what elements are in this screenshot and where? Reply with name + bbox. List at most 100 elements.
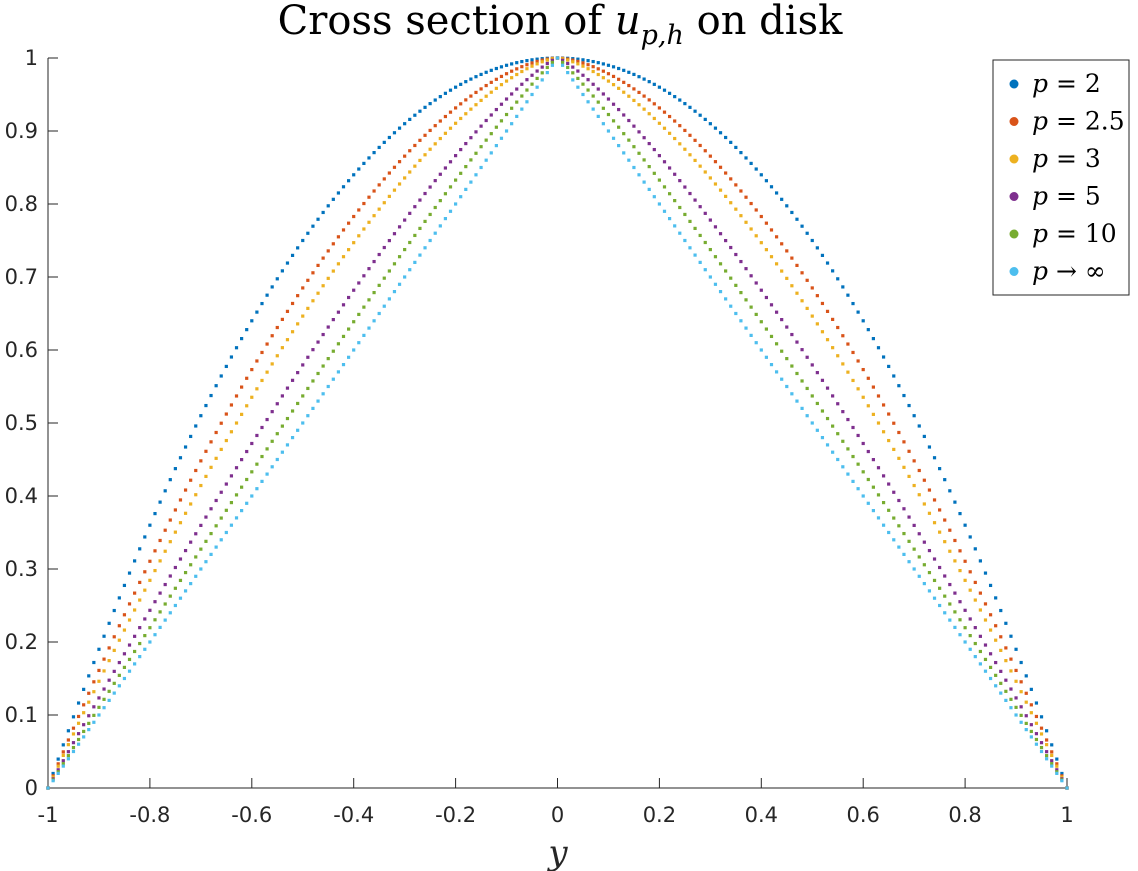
data-point (367, 195, 371, 199)
x-tick-label: 1 (1060, 803, 1073, 827)
data-point (275, 432, 279, 436)
data-point (102, 669, 106, 673)
data-point (494, 125, 498, 129)
data-point (1014, 647, 1018, 651)
data-point (902, 440, 906, 444)
data-point (296, 401, 300, 406)
data-point (841, 285, 845, 289)
data-point (352, 241, 356, 245)
data-point (102, 697, 106, 701)
data-point (387, 297, 391, 301)
data-point (754, 312, 758, 317)
data-point (622, 132, 626, 136)
data-point (1039, 741, 1044, 745)
data-point (336, 342, 341, 346)
data-point (382, 177, 386, 181)
data-point (413, 260, 417, 264)
data-point (189, 582, 193, 586)
data-point (780, 269, 784, 273)
data-point (403, 154, 407, 158)
data-point (642, 180, 646, 184)
data-point (127, 602, 132, 606)
data-point (397, 225, 402, 229)
data-point (948, 489, 952, 493)
data-point (82, 703, 86, 707)
data-point (143, 634, 147, 638)
data-point (306, 355, 310, 359)
data-point (112, 648, 116, 652)
data-point (810, 286, 814, 290)
data-point (229, 355, 234, 359)
data-point (316, 217, 320, 221)
legend-item[interactable]: p = 2 (1009, 69, 1101, 98)
data-point (377, 183, 381, 187)
legend-item[interactable]: p = 5 (1009, 182, 1101, 211)
data-point (438, 119, 442, 123)
data-point (968, 588, 972, 592)
data-point (1009, 697, 1013, 701)
data-point (734, 311, 738, 316)
legend-item[interactable]: p = 3 (1009, 144, 1101, 173)
data-point (713, 282, 718, 286)
data-point (479, 165, 483, 170)
data-point (326, 325, 330, 329)
legend-item[interactable]: p = 2.5 (1009, 107, 1125, 136)
data-point (938, 530, 942, 534)
data-point (861, 395, 865, 399)
data-point (423, 219, 427, 224)
data-point (499, 65, 504, 69)
data-point (280, 424, 284, 428)
data-point (504, 112, 509, 117)
data-point (571, 58, 575, 62)
data-point (724, 269, 728, 273)
data-point (790, 364, 794, 368)
data-point (800, 348, 804, 352)
data-point (953, 500, 957, 504)
data-point (958, 511, 962, 516)
data-point (178, 498, 183, 502)
data-point (938, 467, 942, 471)
x-tick-label: 0.4 (745, 803, 778, 827)
data-point (683, 102, 687, 106)
data-point (311, 379, 315, 383)
data-point (199, 483, 203, 488)
data-point (927, 445, 932, 449)
data-point (117, 660, 121, 665)
data-point (173, 565, 177, 570)
legend-item[interactable]: p → ∞ (1009, 257, 1106, 286)
data-point (499, 74, 504, 79)
data-point (571, 60, 575, 64)
data-point (545, 61, 549, 66)
data-point (617, 144, 621, 148)
data-point (535, 59, 539, 64)
data-point (968, 647, 972, 651)
data-point (785, 357, 789, 361)
data-point (999, 681, 1003, 685)
data-point (1060, 771, 1064, 776)
data-point (576, 85, 580, 89)
data-point (540, 60, 544, 64)
data-point (362, 274, 366, 278)
data-point (958, 633, 962, 637)
data-point (652, 147, 656, 152)
data-point (148, 578, 152, 582)
data-point (912, 483, 916, 488)
data-point (917, 424, 921, 428)
data-point (938, 603, 942, 608)
legend-item[interactable]: p = 10 (1009, 219, 1117, 248)
legend-label: p = 2.5 (1032, 107, 1125, 136)
data-point (178, 521, 183, 525)
data-point (739, 290, 743, 295)
data-point (820, 253, 825, 257)
data-point (178, 578, 183, 583)
data-point (881, 355, 886, 359)
data-point (428, 185, 432, 189)
legend[interactable]: p = 2 p = 2.5 p = 3 p = 5 p = 10 p → ∞ (992, 59, 1130, 296)
data-point (866, 501, 870, 505)
data-point (795, 399, 799, 403)
data-point (785, 384, 789, 389)
data-point (321, 364, 325, 368)
data-point (199, 547, 203, 551)
data-point (1045, 738, 1049, 742)
data-point (173, 603, 177, 608)
